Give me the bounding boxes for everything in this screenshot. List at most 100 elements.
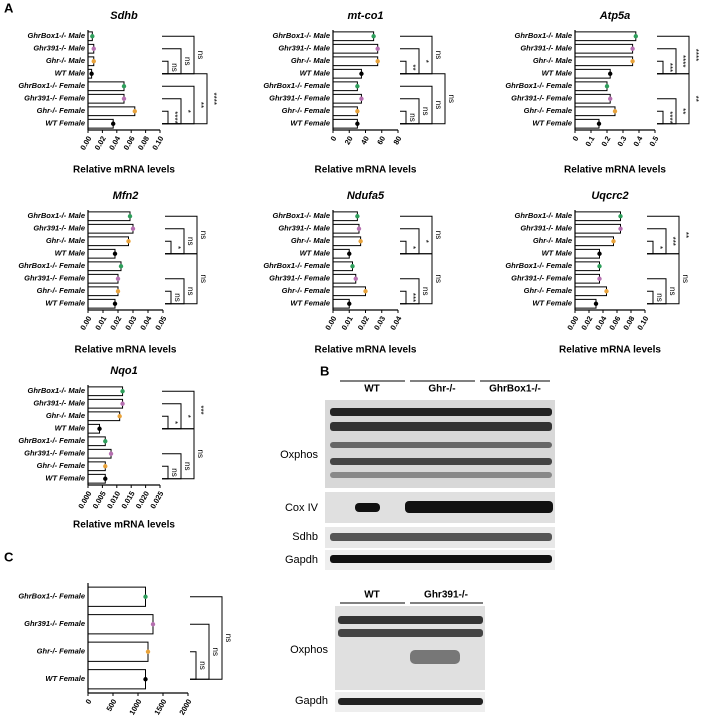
x-tick-label: 0.08 (136, 134, 151, 151)
category-label: GhrBox1-/- Female (505, 261, 572, 270)
category-label: GhrBox1-/- Female (505, 81, 572, 90)
bar-point (355, 109, 360, 114)
bar (87, 669, 146, 690)
x-axis-label: Relative mRNA levels (73, 165, 175, 176)
bar (87, 261, 122, 272)
x-tick-label: 0 (329, 134, 339, 142)
bar-point (91, 46, 96, 51)
bar-point (97, 426, 102, 431)
significance-label: * (173, 246, 182, 249)
category-label: WT Female (290, 119, 330, 128)
x-tick-label: 0.10 (635, 314, 650, 331)
x-axis-label: Relative mRNA levels (73, 520, 175, 531)
x-tick-label: 0.06 (607, 314, 622, 331)
category-label: WT Male (542, 249, 572, 258)
bar (332, 273, 357, 284)
bar (332, 286, 366, 297)
x-axis-label: Relative mRNA levels (564, 165, 666, 176)
bar-point (630, 46, 635, 51)
significance-label: *** (665, 63, 674, 72)
significance-label: * (183, 110, 192, 113)
category-label: Ghr391-/- Female (269, 274, 330, 283)
significance-label: ** (691, 96, 700, 102)
significance-label: **** (170, 111, 179, 123)
significance-label: ** (196, 102, 205, 108)
bar (87, 273, 119, 284)
x-tick-label: 0.00 (323, 314, 338, 331)
category-label: GhrBox1-/- Male (514, 211, 572, 220)
significance-bracket (400, 73, 446, 125)
category-label: Ghr391-/- Female (511, 94, 572, 103)
bar (574, 106, 616, 117)
bar-point (353, 276, 358, 281)
bar-point (89, 71, 94, 76)
bar-point (91, 59, 96, 64)
significance-label: ns (224, 634, 233, 642)
bar (332, 56, 379, 67)
bar (87, 118, 114, 129)
bar (87, 236, 129, 247)
significance-label: **** (678, 55, 687, 67)
bar-point (103, 464, 108, 469)
x-tick-label: 0.04 (388, 314, 404, 332)
significance-label: ns (199, 275, 208, 283)
x-tick-label: 80 (391, 134, 403, 146)
x-tick-label: 0.02 (579, 314, 594, 331)
significance-bracket (162, 60, 169, 75)
bar-point (593, 301, 599, 306)
significance-label: ns (170, 63, 179, 71)
bar (87, 106, 136, 117)
category-label: Ghr-/- Female (524, 106, 572, 115)
bar-point (597, 276, 602, 281)
bar (87, 211, 131, 222)
category-label: WT Male (55, 249, 85, 258)
blot-row: Gapdh (285, 554, 318, 566)
significance-label: ns (186, 237, 195, 245)
bar-point (612, 109, 618, 114)
significance-label: ns (170, 468, 179, 476)
category-label: WT Male (300, 249, 330, 258)
category-label: GhrBox1-/- Female (18, 592, 85, 601)
bar-point (356, 226, 362, 231)
chart-title: Nqo1 (110, 365, 138, 377)
blot-group: Ghr-/- (428, 384, 455, 395)
bar (574, 56, 634, 67)
significance-bracket (190, 651, 197, 680)
bar-point (604, 289, 609, 294)
x-tick-label: 0.00 (78, 314, 93, 331)
bar-point (597, 251, 602, 256)
category-label: WT Female (45, 119, 85, 128)
x-tick-label: 0.10 (150, 134, 165, 151)
bar (87, 614, 154, 635)
bar (87, 641, 149, 662)
bar-point (347, 251, 352, 256)
significance-bracket (657, 60, 664, 75)
x-tick-label: 0.04 (138, 314, 154, 332)
category-label: Ghr391-/- Male (520, 224, 572, 233)
category-label: Ghr391-/- Female (24, 94, 85, 103)
category-label: Ghr391-/- Male (278, 224, 330, 233)
significance-label: *** (196, 405, 205, 414)
panel-label: A (4, 0, 14, 15)
bar-point (150, 622, 156, 627)
significance-bracket (162, 415, 169, 430)
category-label: Ghr-/- Male (291, 56, 330, 65)
significance-bracket (165, 290, 172, 305)
x-tick-label: 0.025 (148, 489, 165, 510)
significance-label: *** (408, 293, 417, 302)
category-label: GhrBox1-/- Male (272, 31, 330, 40)
x-tick-label: 1000 (127, 697, 143, 716)
bar (574, 81, 608, 92)
x-tick-label: 0.00 (565, 314, 580, 331)
bar-point (363, 289, 368, 294)
bar (87, 473, 106, 484)
x-tick-label: 40 (359, 134, 371, 146)
bar (574, 211, 621, 222)
x-tick-label: 2000 (177, 697, 193, 716)
bar-point (630, 59, 635, 64)
x-tick-label: 0.03 (123, 314, 138, 331)
significance-label: ns (434, 231, 443, 239)
x-tick-label: 60 (375, 134, 387, 146)
x-tick-label: 0.00 (78, 134, 93, 151)
